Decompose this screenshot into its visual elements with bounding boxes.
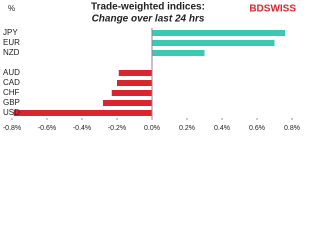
x-tick-label: 0.4%: [214, 125, 230, 132]
y-tick-label: JPY: [3, 28, 18, 37]
bar: [111, 90, 152, 96]
y-tick-label: EUR: [3, 38, 20, 47]
bar: [13, 110, 152, 116]
bar: [152, 40, 275, 46]
chart-subtitle: Change over last 24 hrs: [92, 14, 205, 25]
logo: BDSWISS: [249, 4, 296, 15]
y-tick-label: CHF: [3, 88, 20, 97]
chart-title: Trade-weighted indices:: [91, 2, 205, 13]
x-tick-label: 0.2%: [179, 125, 195, 132]
bar: [103, 100, 152, 106]
bar: [152, 50, 205, 56]
y-tick-label: CAD: [3, 78, 20, 87]
y-tick-label: GBP: [3, 98, 20, 107]
x-tick-label: -0.8%: [3, 125, 21, 132]
y-tick-label: AUD: [3, 68, 20, 77]
x-tick-label: 0.0%: [144, 125, 160, 132]
x-tick-label: -0.6%: [38, 125, 56, 132]
x-tick-label: 0.6%: [249, 125, 265, 132]
bar: [152, 30, 285, 36]
x-tick-label: -0.4%: [73, 125, 91, 132]
x-tick-label: 0.8%: [284, 125, 300, 132]
y-tick-label: NZD: [3, 48, 20, 57]
y-axis-label: %: [8, 4, 15, 13]
chart: Trade-weighted indices: Change over last…: [3, 2, 300, 132]
bar: [117, 80, 152, 86]
y-tick-label: USD: [3, 108, 20, 117]
bar: [118, 70, 152, 76]
x-tick-label: -0.2%: [108, 125, 126, 132]
